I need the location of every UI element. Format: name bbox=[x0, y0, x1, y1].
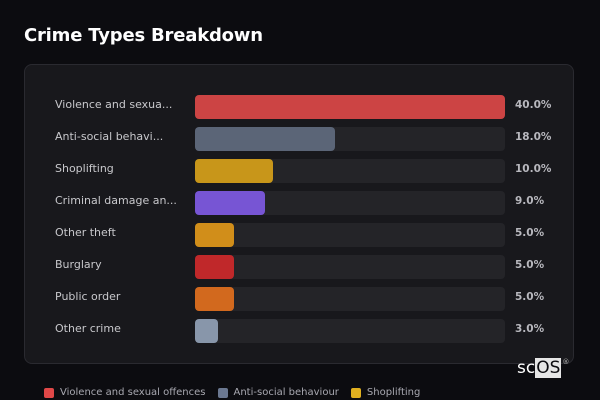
legend-item[interactable]: Anti-social behaviour bbox=[217, 387, 339, 398]
bar-row: Other theft 5.0% bbox=[25, 223, 573, 247]
bar-track bbox=[195, 95, 505, 119]
legend-swatch-icon bbox=[44, 387, 54, 398]
legend-label: Shoplifting bbox=[366, 387, 421, 398]
bar-value: 5.0% bbox=[515, 291, 545, 303]
registered-mark: ® bbox=[562, 358, 570, 366]
bar-row: Criminal damage an... 9.0% bbox=[25, 191, 573, 215]
bar-row: Other crime 3.0% bbox=[25, 319, 573, 343]
bar-value: 40.0% bbox=[515, 99, 552, 111]
bar-label: Anti-social behavi... bbox=[55, 130, 164, 143]
bar-value: 3.0% bbox=[515, 323, 545, 335]
bar-label: Other theft bbox=[55, 226, 116, 239]
chart-title: Crime Types Breakdown bbox=[24, 25, 263, 46]
bar-label: Burglary bbox=[55, 258, 102, 271]
bar-row: Shoplifting 10.0% bbox=[25, 159, 573, 183]
bar-value: 5.0% bbox=[515, 259, 545, 271]
bar-track bbox=[195, 287, 505, 311]
bar-fill[interactable] bbox=[195, 159, 273, 183]
bar-fill[interactable] bbox=[195, 223, 234, 247]
legend-swatch-icon bbox=[350, 387, 361, 398]
bar-value: 5.0% bbox=[515, 227, 545, 239]
bar-row: Anti-social behavi... 18.0% bbox=[25, 127, 573, 151]
bar-fill[interactable] bbox=[195, 95, 505, 119]
bar-fill[interactable] bbox=[195, 127, 335, 151]
bar-value: 18.0% bbox=[515, 131, 552, 143]
bar-label: Public order bbox=[55, 290, 121, 303]
bar-track bbox=[195, 255, 505, 279]
bar-track bbox=[195, 319, 505, 343]
logo-prefix: sc bbox=[517, 358, 536, 378]
legend-label: Anti-social behaviour bbox=[233, 387, 339, 398]
chart-legend: Violence and sexual offences Anti-social … bbox=[44, 387, 420, 398]
bar-label: Violence and sexua... bbox=[55, 98, 173, 111]
legend-item[interactable]: Shoplifting bbox=[350, 387, 421, 398]
bar-row: Public order 5.0% bbox=[25, 287, 573, 311]
legend-item[interactable]: Violence and sexual offences bbox=[44, 387, 206, 398]
bar-track bbox=[195, 223, 505, 247]
bar-row: Burglary 5.0% bbox=[25, 255, 573, 279]
legend-label: Violence and sexual offences bbox=[60, 387, 206, 398]
bar-label: Other crime bbox=[55, 322, 121, 335]
bar-label: Criminal damage an... bbox=[55, 194, 177, 207]
bar-row: Violence and sexua... 40.0% bbox=[25, 95, 573, 119]
legend-swatch-icon bbox=[217, 387, 228, 398]
logo-boxed: OS bbox=[535, 358, 562, 378]
bar-track bbox=[195, 191, 505, 215]
bar-value: 10.0% bbox=[515, 163, 552, 175]
bar-fill[interactable] bbox=[195, 191, 265, 215]
bar-value: 9.0% bbox=[515, 195, 545, 207]
bar-track bbox=[195, 127, 505, 151]
bar-track bbox=[195, 159, 505, 183]
scos-logo: sc OS ® bbox=[517, 358, 569, 378]
bar-fill[interactable] bbox=[195, 287, 234, 311]
bar-fill[interactable] bbox=[195, 255, 234, 279]
chart-card: Violence and sexua... 40.0% Anti-social be… bbox=[24, 64, 574, 364]
bar-label: Shoplifting bbox=[55, 162, 114, 175]
bar-fill[interactable] bbox=[195, 319, 219, 343]
